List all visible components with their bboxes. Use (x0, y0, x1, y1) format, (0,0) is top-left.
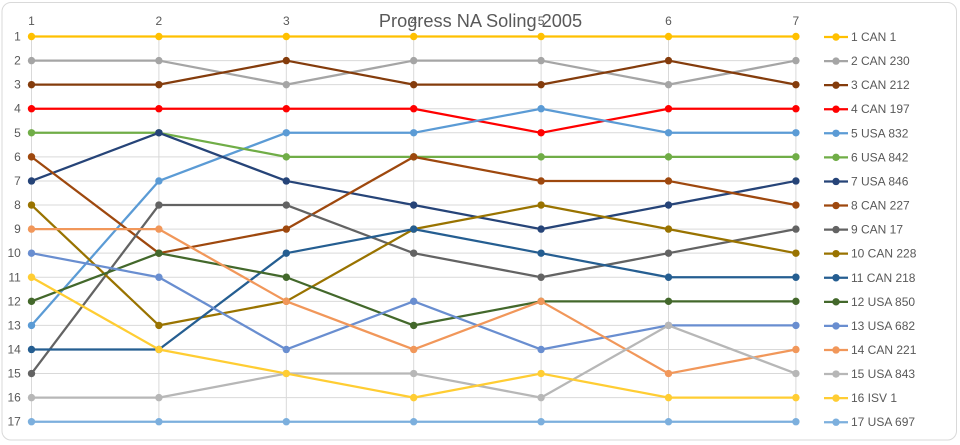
svg-text:13: 13 (7, 318, 21, 332)
svg-text:10: 10 (7, 246, 21, 260)
svg-text:3: 3 (14, 78, 21, 92)
svg-text:11: 11 (8, 270, 21, 284)
svg-text:16 ISV 1: 16 ISV 1 (851, 391, 897, 405)
svg-text:2: 2 (156, 14, 163, 28)
svg-text:13 USA 682: 13 USA 682 (851, 319, 915, 333)
svg-text:9: 9 (14, 222, 21, 236)
svg-text:7: 7 (14, 174, 21, 188)
svg-text:2: 2 (14, 54, 21, 68)
svg-text:14 CAN 221: 14 CAN 221 (851, 343, 917, 357)
svg-text:Progress NA Soling 2005: Progress NA Soling 2005 (379, 11, 582, 31)
svg-text:6: 6 (665, 14, 672, 28)
svg-text:15: 15 (7, 367, 21, 381)
svg-text:12: 12 (7, 294, 21, 308)
svg-text:4: 4 (410, 14, 417, 28)
svg-text:1 CAN 1: 1 CAN 1 (851, 30, 897, 44)
svg-text:17: 17 (7, 415, 21, 429)
svg-text:15 USA 843: 15 USA 843 (851, 367, 915, 381)
svg-text:6: 6 (14, 150, 21, 164)
svg-text:3: 3 (283, 14, 290, 28)
svg-text:4 CAN 197: 4 CAN 197 (851, 102, 910, 116)
svg-text:10 CAN 228: 10 CAN 228 (851, 247, 917, 261)
svg-text:4: 4 (14, 102, 21, 116)
svg-text:17 USA 697: 17 USA 697 (851, 415, 915, 429)
svg-text:3 CAN 212: 3 CAN 212 (851, 78, 910, 92)
svg-text:16: 16 (7, 391, 21, 405)
svg-text:2 CAN 230: 2 CAN 230 (851, 54, 910, 68)
svg-text:7: 7 (793, 14, 800, 28)
svg-text:8: 8 (14, 198, 21, 212)
svg-text:11 CAN 218: 11 CAN 218 (851, 271, 916, 285)
svg-text:1: 1 (14, 30, 21, 44)
svg-text:5: 5 (538, 14, 545, 28)
svg-text:6 USA 842: 6 USA 842 (851, 150, 909, 164)
svg-text:12 USA 850: 12 USA 850 (851, 295, 915, 309)
svg-text:8 CAN 227: 8 CAN 227 (851, 199, 910, 213)
svg-text:14: 14 (7, 342, 21, 356)
svg-text:5 USA 832: 5 USA 832 (851, 126, 909, 140)
svg-text:1: 1 (28, 14, 35, 28)
svg-text:9 CAN 17: 9 CAN 17 (851, 223, 903, 237)
svg-text:7 USA 846: 7 USA 846 (851, 174, 909, 188)
svg-text:5: 5 (14, 126, 21, 140)
